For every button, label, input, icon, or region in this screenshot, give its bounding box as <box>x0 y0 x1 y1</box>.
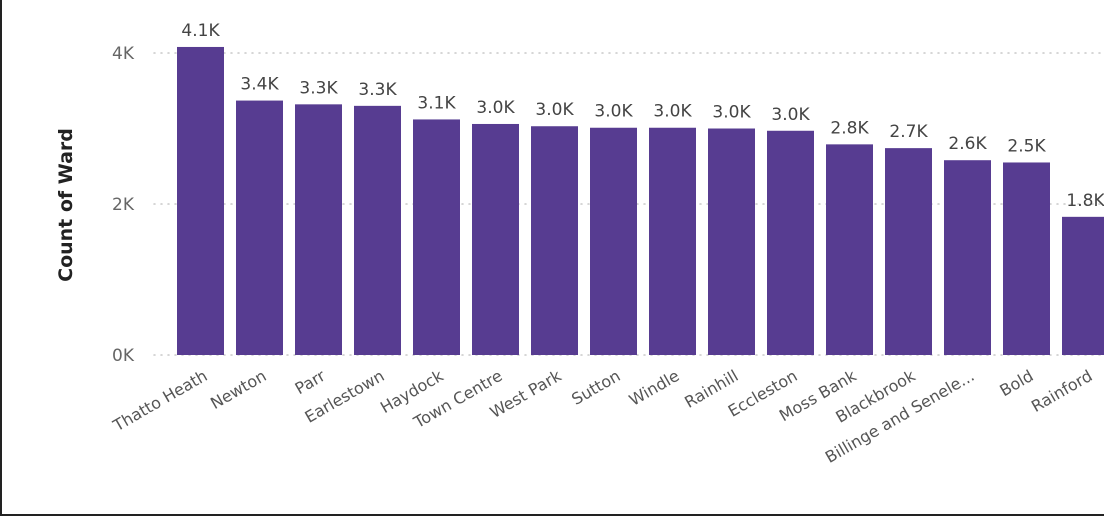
bar-eccleston[interactable] <box>767 130 814 355</box>
x-tick-label: Parr <box>292 366 329 398</box>
data-label: 3.3K <box>299 78 338 98</box>
bars <box>177 46 1104 356</box>
bar-sutton[interactable] <box>590 127 637 356</box>
x-tick-label: Thatto Heath <box>109 366 211 436</box>
data-label: 3.0K <box>712 103 751 123</box>
y-tick-label: 4K <box>112 44 135 64</box>
y-axis-title: Count of Ward <box>55 128 77 282</box>
bar-parr[interactable] <box>295 104 342 355</box>
data-label: 3.1K <box>417 93 456 113</box>
x-tick-label: Bold <box>996 366 1036 400</box>
bar-newton[interactable] <box>236 100 283 355</box>
bar-moss-bank[interactable] <box>826 144 873 355</box>
y-tick-label: 2K <box>112 195 135 215</box>
y-tick-label: 0K <box>112 346 135 366</box>
data-label: 2.8K <box>830 118 869 138</box>
data-label: 4.1K <box>181 21 220 41</box>
bar-haydock[interactable] <box>413 119 460 355</box>
data-label: 3.0K <box>594 102 633 122</box>
x-tick-label: Newton <box>207 366 269 413</box>
data-label: 3.0K <box>535 100 574 120</box>
data-label: 2.5K <box>1007 136 1046 156</box>
y-axis-ticks: 0K 2K 4K <box>112 44 135 366</box>
data-label: 3.0K <box>476 98 515 118</box>
data-labels: 4.1K 3.4K 3.3K 3.3K 3.1K 3.0K 3.0K 3.0K 3.0K 3.0K… <box>181 21 1104 211</box>
x-tick-label: Sutton <box>568 366 623 409</box>
data-label: 2.7K <box>889 122 928 142</box>
bar-west-park[interactable] <box>531 126 578 355</box>
bar-thatto-heath[interactable] <box>177 46 224 356</box>
data-label: 2.6K <box>948 134 987 154</box>
data-label: 3.4K <box>240 75 279 95</box>
x-tick-label: Rainford <box>1028 366 1096 416</box>
x-tick-label: Windle <box>626 366 683 410</box>
data-label: 3.0K <box>653 102 692 122</box>
bar-windle[interactable] <box>649 127 696 356</box>
bar-rainford[interactable] <box>1062 216 1104 355</box>
bar-earlestown[interactable] <box>354 105 401 355</box>
bar-billinge-and-senele[interactable] <box>944 160 991 355</box>
bar-rainhill[interactable] <box>708 128 755 356</box>
data-label: 1.8K <box>1066 191 1104 211</box>
data-label: 3.0K <box>771 105 810 125</box>
bar-town-centre[interactable] <box>472 123 519 355</box>
data-label: 3.3K <box>358 80 397 100</box>
bar-blackbrook[interactable] <box>885 148 932 355</box>
bar-bold[interactable] <box>1003 162 1050 355</box>
